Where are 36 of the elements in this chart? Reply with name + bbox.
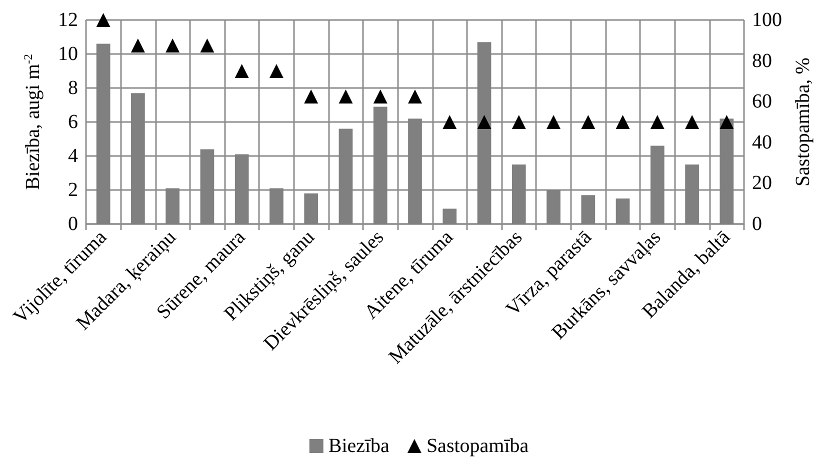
point — [616, 115, 630, 129]
point — [546, 115, 561, 129]
y2-tick-label: 0 — [752, 213, 762, 235]
y-tick-label: 12 — [58, 9, 78, 31]
y2-tick-label: 40 — [752, 131, 772, 154]
y2-tick-label: 80 — [752, 50, 772, 72]
y2-axis-title: Sastopamība, % — [792, 58, 814, 186]
legend-label: Biezība — [328, 435, 390, 457]
point — [234, 64, 249, 78]
point — [373, 90, 388, 104]
point — [338, 90, 353, 104]
point — [650, 115, 664, 129]
point — [96, 13, 110, 27]
y-tick-label: 10 — [58, 43, 78, 65]
point — [442, 115, 457, 129]
y-tick-label: 8 — [68, 77, 78, 99]
y2-tick-label: 60 — [752, 90, 772, 113]
y-tick-label: 6 — [68, 111, 78, 133]
point — [200, 38, 214, 52]
y-axis-title: Biezība, augi m-2 — [21, 54, 44, 190]
point — [166, 38, 180, 52]
y-tick-label: 0 — [68, 213, 78, 235]
y-tick-label: 2 — [68, 179, 78, 201]
point — [408, 90, 422, 104]
y-tick-label: 4 — [68, 145, 78, 167]
point — [512, 115, 526, 129]
y2-tick-label: 20 — [752, 172, 772, 194]
point — [685, 115, 700, 129]
point — [269, 64, 284, 78]
point — [720, 115, 734, 129]
point — [477, 115, 492, 129]
point — [581, 115, 596, 129]
y2-tick-label: 100 — [752, 9, 782, 31]
legend-label: Sastopamība — [426, 435, 529, 457]
point — [130, 38, 145, 52]
point — [304, 90, 318, 104]
